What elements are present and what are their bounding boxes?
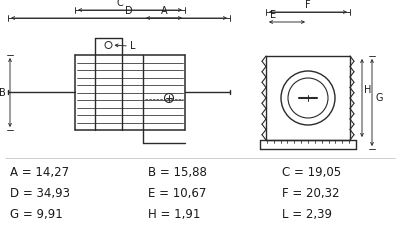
Text: H: H <box>364 85 371 95</box>
Text: D = 34,93: D = 34,93 <box>10 187 70 199</box>
Text: G = 9,91: G = 9,91 <box>10 207 63 221</box>
Text: D: D <box>125 6 133 16</box>
Text: B: B <box>0 87 6 98</box>
Text: L: L <box>130 41 136 51</box>
Text: F = 20,32: F = 20,32 <box>282 187 340 199</box>
Text: L = 2,39: L = 2,39 <box>282 207 332 221</box>
Text: C: C <box>117 0 123 8</box>
Text: A = 14,27: A = 14,27 <box>10 166 69 179</box>
Text: F: F <box>305 0 311 10</box>
Text: A: A <box>161 6 167 16</box>
Text: G: G <box>376 93 384 103</box>
Text: H = 1,91: H = 1,91 <box>148 207 200 221</box>
Text: E = 10,67: E = 10,67 <box>148 187 206 199</box>
Text: B = 15,88: B = 15,88 <box>148 166 207 179</box>
Text: C = 19,05: C = 19,05 <box>282 166 341 179</box>
Text: E: E <box>270 10 276 20</box>
